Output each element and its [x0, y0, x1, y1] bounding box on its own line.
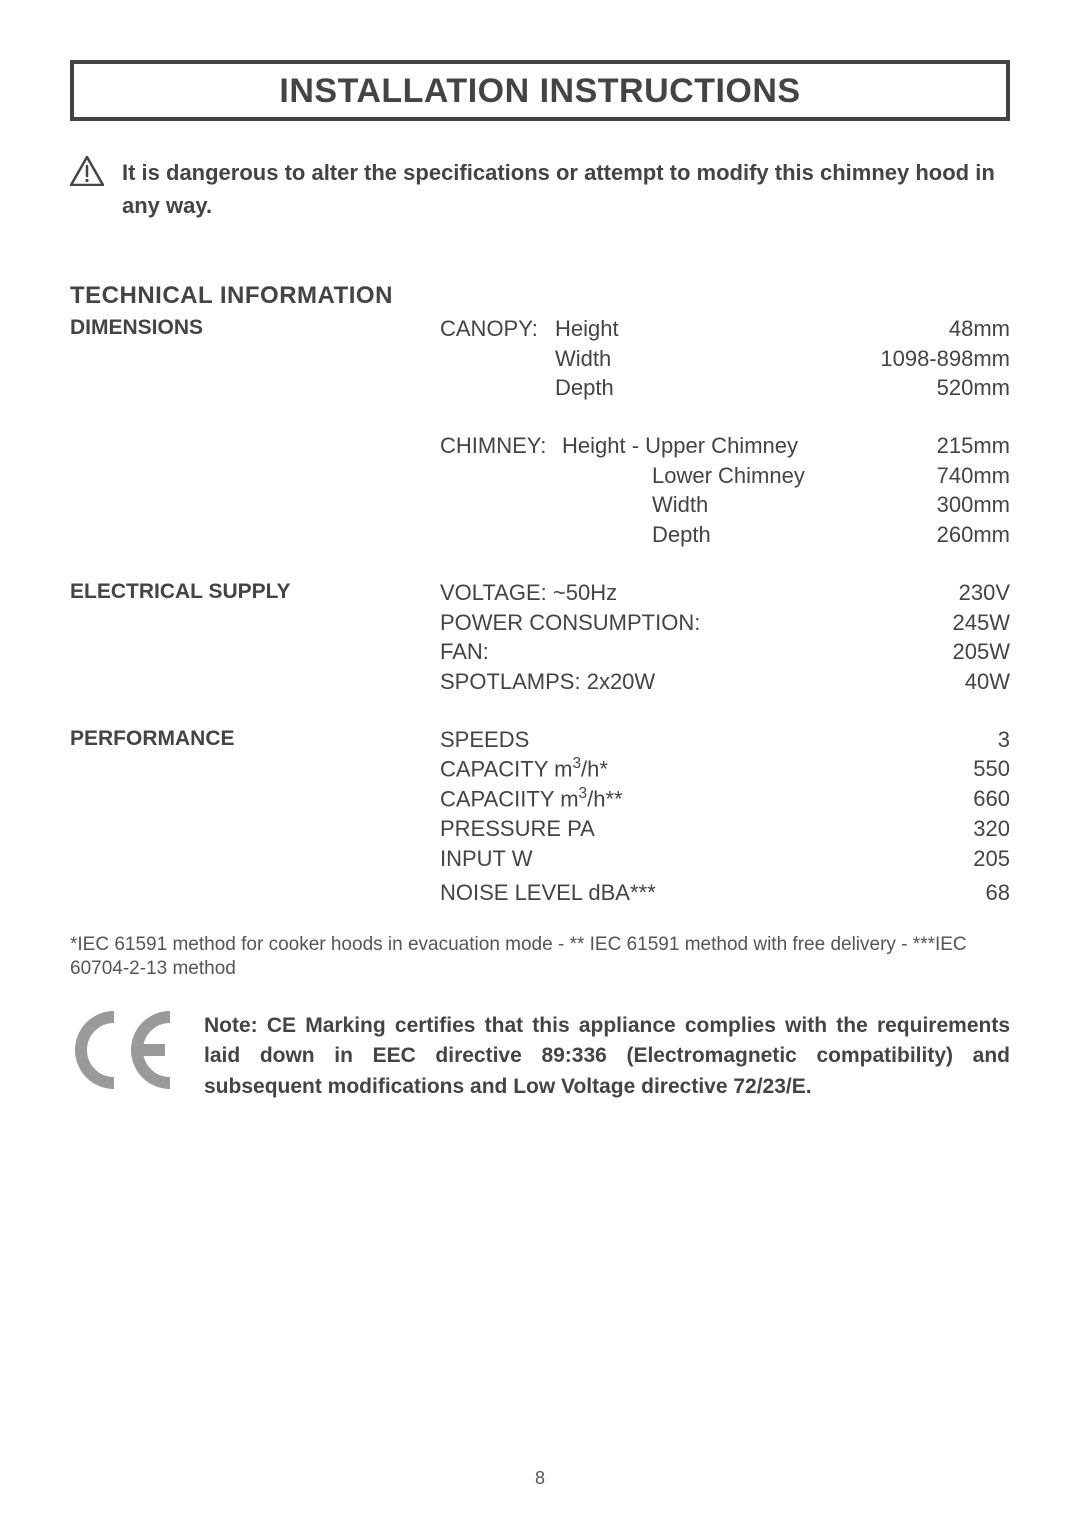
canopy-label-1: Width — [555, 344, 840, 374]
perf-val-0: 3 — [840, 725, 1010, 755]
electrical-mid-1: POWER CONSUMPTION: — [440, 608, 840, 638]
perf-mid-2: CAPACIITY m3/h** — [440, 784, 840, 814]
perf-row-0: PERFORMANCE SPEEDS 3 — [70, 725, 1010, 755]
perf-mid-5: NOISE LEVEL dBA*** — [440, 878, 840, 908]
performance-block: PERFORMANCE SPEEDS 3 CAPACITY m3/h* 550 … — [70, 725, 1010, 908]
electrical-label: ELECTRICAL SUPPLY — [70, 578, 440, 608]
warning-row: It is dangerous to alter the specificati… — [70, 156, 1010, 222]
chimney-row-3: Depth 260mm — [70, 520, 1010, 550]
title-box: INSTALLATION INSTRUCTIONS — [70, 60, 1010, 121]
perf-mid-3: PRESSURE PA — [440, 814, 840, 844]
performance-label: PERFORMANCE — [70, 725, 440, 755]
chimney-row-1: Lower Chimney 740mm — [70, 461, 1010, 491]
electrical-row-3: SPOTLAMPS: 2x20W 40W — [70, 667, 1010, 697]
perf-row-1: CAPACITY m3/h* 550 — [70, 754, 1010, 784]
canopy-value-2: 520mm — [840, 373, 1010, 403]
warning-text: It is dangerous to alter the specificati… — [122, 156, 1010, 222]
footnote: *IEC 61591 method for cooker hoods in ev… — [70, 933, 1010, 981]
canopy-lead: CANOPY: — [440, 314, 555, 344]
dimensions-label: DIMENSIONS — [70, 314, 440, 344]
chimney-value-0: 215mm — [840, 431, 1010, 461]
canopy-value-0: 48mm — [840, 314, 1010, 344]
ce-note: Note: CE Marking certifies that this app… — [204, 1011, 1010, 1102]
chimney-value-2: 300mm — [840, 490, 1010, 520]
perf-mid-1: CAPACITY m3/h* — [440, 754, 840, 784]
chimney-block: CHIMNEY:Height - Upper Chimney 215mm Low… — [70, 431, 1010, 550]
electrical-val-1: 245W — [840, 608, 1010, 638]
chimney-value-3: 260mm — [840, 520, 1010, 550]
electrical-val-3: 40W — [840, 667, 1010, 697]
canopy-value-1: 1098-898mm — [840, 344, 1010, 374]
canopy-row-0: DIMENSIONS CANOPY: Height 48mm — [70, 314, 1010, 344]
electrical-mid-2: FAN: — [440, 637, 840, 667]
page: INSTALLATION INSTRUCTIONS It is dangerou… — [0, 0, 1080, 1529]
perf-val-4: 205 — [840, 844, 1010, 874]
perf-mid-0: SPEEDS — [440, 725, 840, 755]
chimney-row-2: Width 300mm — [70, 490, 1010, 520]
chimney-value-1: 740mm — [840, 461, 1010, 491]
electrical-val-2: 205W — [840, 637, 1010, 667]
perf-val-1: 550 — [840, 754, 1010, 784]
page-number: 8 — [0, 1468, 1080, 1489]
chimney-row-0: CHIMNEY:Height - Upper Chimney 215mm — [70, 431, 1010, 461]
perf-val-3: 320 — [840, 814, 1010, 844]
ce-row: Note: CE Marking certifies that this app… — [70, 1011, 1010, 1102]
page-title: INSTALLATION INSTRUCTIONS — [74, 72, 1006, 111]
dimensions-block: DIMENSIONS CANOPY: Height 48mm Width 109… — [70, 314, 1010, 403]
electrical-mid-0: VOLTAGE: ~50Hz — [440, 578, 840, 608]
canopy-row-1: Width 1098-898mm — [70, 344, 1010, 374]
electrical-row-1: POWER CONSUMPTION: 245W — [70, 608, 1010, 638]
perf-row-3: PRESSURE PA 320 — [70, 814, 1010, 844]
canopy-label-0: Height — [555, 314, 840, 344]
ce-mark-icon — [70, 1011, 180, 1094]
canopy-label-2: Depth — [555, 373, 840, 403]
canopy-row-2: Depth 520mm — [70, 373, 1010, 403]
chimney-label-0: Height - Upper Chimney — [562, 431, 840, 461]
perf-row-2: CAPACIITY m3/h** 660 — [70, 784, 1010, 814]
chimney-label-1: Lower Chimney — [562, 461, 840, 491]
electrical-row-0: ELECTRICAL SUPPLY VOLTAGE: ~50Hz 230V — [70, 578, 1010, 608]
perf-row-4: INPUT W 205 — [70, 844, 1010, 874]
electrical-block: ELECTRICAL SUPPLY VOLTAGE: ~50Hz 230V PO… — [70, 578, 1010, 697]
electrical-mid-3: SPOTLAMPS: 2x20W — [440, 667, 840, 697]
heading-technical: TECHNICAL INFORMATION — [70, 282, 1010, 310]
electrical-val-0: 230V — [840, 578, 1010, 608]
chimney-lead: CHIMNEY: — [440, 431, 562, 461]
perf-row-5: NOISE LEVEL dBA*** 68 — [70, 878, 1010, 908]
perf-val-2: 660 — [840, 784, 1010, 814]
chimney-label-2: Width — [562, 490, 840, 520]
electrical-row-2: FAN: 205W — [70, 637, 1010, 667]
perf-val-5: 68 — [840, 878, 1010, 908]
warning-icon — [70, 156, 104, 191]
chimney-label-3: Depth — [562, 520, 840, 550]
perf-mid-4: INPUT W — [440, 844, 840, 874]
